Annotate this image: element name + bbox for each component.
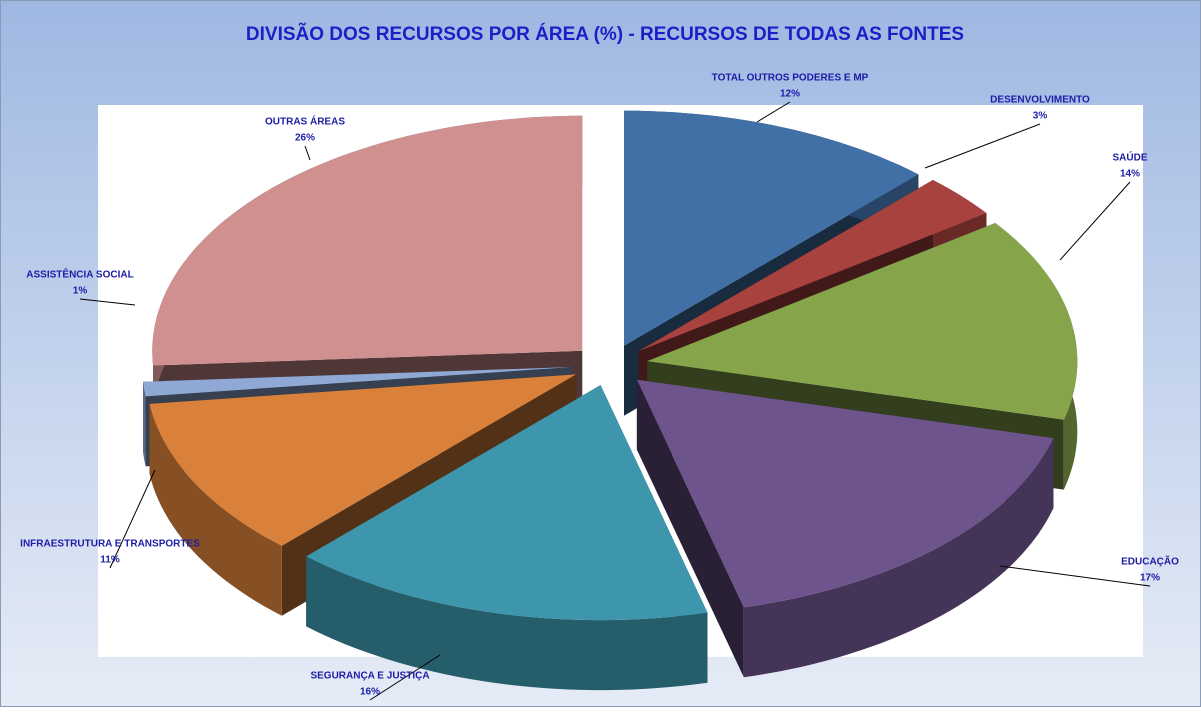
slice-radial-side [636,379,744,678]
value-label: 14% [1120,169,1140,180]
value-label: 26% [295,133,315,144]
category-label: EDUCAÇÃO [1121,555,1179,568]
chart-title: DIVISÃO DOS RECURSOS POR ÁREA (%) - RECU… [246,23,964,45]
value-label: 12% [780,89,800,100]
value-label: 3% [1033,111,1048,122]
slice [624,110,919,346]
category-label: TOTAL OUTROS PODERES E MP [712,73,869,84]
value-label: 1% [73,286,88,297]
pie [143,110,1078,691]
leader-line [79,298,136,306]
leader-line [1059,181,1131,261]
slice [143,367,573,397]
category-label: INFRAESTRUTURA E TRANSPORTES [20,539,200,550]
slice-outer-side [149,403,282,616]
leader-line [999,565,1151,587]
slice [647,223,1078,420]
slice [306,385,708,621]
leader-line [924,123,1041,169]
slice [638,180,987,352]
leader-line [756,101,791,123]
category-label: SAÚDE [1112,151,1147,164]
slice [149,374,577,546]
value-label: 11% [100,555,120,566]
leader-line [304,145,311,161]
leader-line [369,654,441,701]
value-label: 16% [360,687,380,698]
leader-line [109,469,156,569]
slice-outer-side [306,556,708,691]
slice [636,379,1054,608]
slice-outer-side [743,438,1054,678]
category-label: OUTRAS ÁREAS [265,115,345,128]
category-label: DESENVOLVIMENTO [990,95,1090,106]
category-label: SEGURANÇA E JUSTIÇA [310,671,429,682]
category-label: ASSISTÊNCIA SOCIAL [26,268,133,281]
labels: TOTAL OUTROS PODERES E MP 12% DESENVOLVIME… [20,73,1179,701]
slice [152,115,583,366]
slice-outer-side [143,381,146,467]
value-label: 17% [1140,573,1160,584]
